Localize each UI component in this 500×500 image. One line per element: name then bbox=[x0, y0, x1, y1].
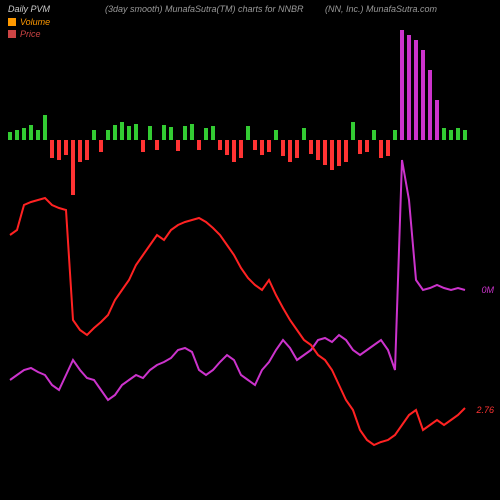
title-right: (NN, Inc.) MunafaSutra.com bbox=[325, 4, 437, 14]
chart-svg bbox=[8, 30, 468, 490]
chart-container: Daily PVM (3day smooth) MunafaSutra(TM) … bbox=[0, 0, 500, 500]
label-0m: 0M bbox=[481, 285, 494, 295]
title-mid: (3day smooth) MunafaSutra(TM) charts for… bbox=[105, 4, 304, 14]
chart-area bbox=[8, 30, 468, 490]
title-left: Daily PVM bbox=[8, 4, 50, 14]
legend-volume-box bbox=[8, 18, 16, 26]
label-price-end: 2.76 bbox=[476, 405, 494, 415]
legend-volume-label: Volume bbox=[20, 17, 50, 27]
